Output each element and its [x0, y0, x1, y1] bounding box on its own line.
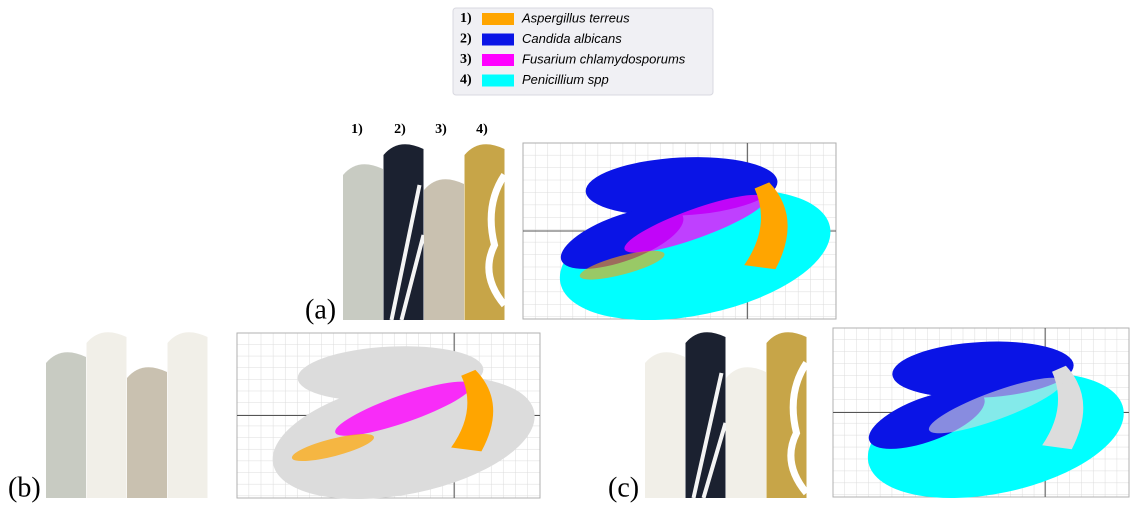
legend-swatch [482, 54, 514, 66]
legend-number: 1) [460, 11, 472, 26]
panels: (a) (b) (c) [8, 143, 1131, 505]
column-labels: 1) 2) 3) 4) [351, 122, 488, 137]
scatter-plot [523, 143, 842, 342]
column-label: 3) [435, 122, 447, 137]
column-label: 4) [476, 122, 488, 137]
column-label: 2) [394, 122, 406, 137]
sample-strip [645, 352, 685, 498]
panel-label: (b) [8, 472, 41, 503]
sample-strip [686, 332, 726, 498]
legend: 1) Aspergillus terreus 2) Candida albicans 3… [453, 8, 713, 95]
sample-strip [46, 352, 86, 498]
sample-strip [87, 332, 127, 498]
legend-swatch [482, 13, 514, 25]
panel-label: (a) [305, 294, 336, 325]
legend-swatch [482, 75, 514, 87]
panel: (a) [305, 143, 842, 342]
sample-strip [168, 332, 208, 498]
figure: 1) Aspergillus terreus 2) Candida albicans 3… [0, 0, 1131, 505]
sample-strip [384, 144, 424, 320]
legend-number: 4) [460, 73, 472, 88]
sample-strip [127, 367, 167, 498]
scatter-plot [833, 328, 1131, 505]
sample-strip [726, 367, 766, 498]
legend-name: Aspergillus terreus [521, 10, 630, 25]
panel-label: (c) [608, 472, 639, 503]
panel: (b) [8, 332, 546, 505]
scatter-plot [237, 333, 546, 505]
legend-swatch [482, 34, 514, 46]
sample-strip [343, 164, 383, 320]
panel: (c) [608, 328, 1131, 505]
column-label: 1) [351, 122, 363, 137]
legend-name: Candida albicans [522, 31, 622, 46]
sample-strip [767, 332, 807, 498]
page: {"legend": {"items": [ {"number": "1)", … [0, 0, 1131, 505]
sample-strip [424, 179, 464, 320]
legend-number: 2) [460, 32, 472, 47]
legend-number: 3) [460, 52, 472, 67]
legend-name: Penicillium spp [522, 72, 609, 87]
legend-name: Fusarium chlamydosporums [522, 51, 686, 66]
